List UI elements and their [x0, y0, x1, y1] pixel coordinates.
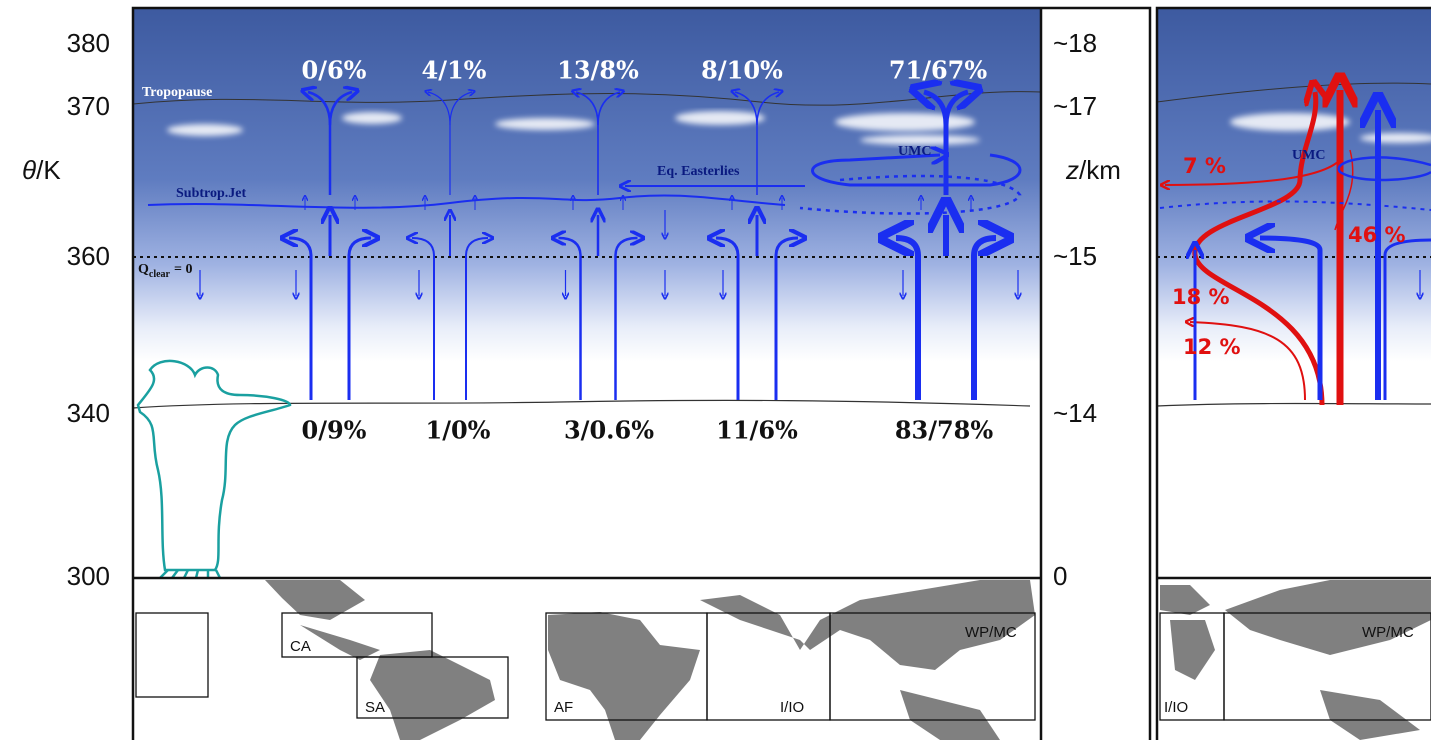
theta-tick: 370 — [67, 91, 110, 121]
tropopause-label: Tropopause — [142, 85, 212, 100]
percentage-label: 12 % — [1183, 335, 1241, 359]
q-subscript: clear — [149, 269, 171, 280]
inflow-fraction: 3/0.6% — [564, 416, 654, 445]
outflow-fraction: 71/67% — [889, 56, 988, 85]
region-label: I/IO — [1164, 699, 1188, 716]
region-label: I/IO — [780, 699, 804, 716]
inflow-fraction: 83/78% — [895, 416, 994, 445]
inflow-fraction: 0/9% — [302, 416, 367, 445]
easterlies-label: Eq. Easterlies — [657, 164, 740, 179]
inflow-fraction: 1/0% — [426, 416, 491, 445]
jet-label: Subtrop.Jet — [176, 186, 246, 201]
outflow-fraction: 4/1% — [422, 56, 487, 85]
theta-tick: 380 — [67, 28, 110, 58]
region-label: SA — [365, 699, 385, 716]
percentage-label: 18 % — [1172, 285, 1230, 309]
percentage-label: 7 % — [1183, 154, 1226, 178]
theta-axis-label: θ/K — [22, 155, 61, 185]
axis-symbol: z — [1065, 155, 1079, 185]
height-tick: ~17 — [1053, 91, 1097, 121]
q-value: = 0 — [174, 262, 192, 277]
region-label: WP/MC — [965, 624, 1017, 641]
outflow-fraction: 0/6% — [302, 56, 367, 85]
region-label: AF — [554, 699, 573, 716]
outflow-fraction: 13/8% — [557, 56, 639, 85]
axis-unit: /km — [1079, 155, 1121, 185]
umc-label: UMC — [898, 144, 931, 159]
height-axis-label: z/km — [1065, 155, 1121, 185]
percentage-label: 46 % — [1348, 223, 1406, 247]
theta-tick: 360 — [67, 241, 110, 271]
axis-symbol: θ — [22, 155, 36, 185]
theta-tick: 300 — [67, 561, 110, 591]
q-symbol: Q — [138, 262, 149, 277]
region-label: WP/MC — [1362, 624, 1414, 641]
height-tick: ~14 — [1053, 398, 1097, 428]
height-tick: 0 — [1053, 561, 1067, 591]
theta-tick: 340 — [67, 398, 110, 428]
outflow-fraction: 8/10% — [701, 56, 783, 85]
umc-label: UMC — [1292, 148, 1325, 163]
inflow-fraction: 11/6% — [716, 416, 798, 445]
diagram: 380 370 360 340 300 θ/K ~18 ~17 ~15 ~14 … — [0, 0, 1431, 740]
region-label: CA — [290, 638, 311, 655]
height-tick: ~15 — [1053, 241, 1097, 271]
axis-unit: /K — [36, 155, 61, 185]
height-tick: ~18 — [1053, 28, 1097, 58]
